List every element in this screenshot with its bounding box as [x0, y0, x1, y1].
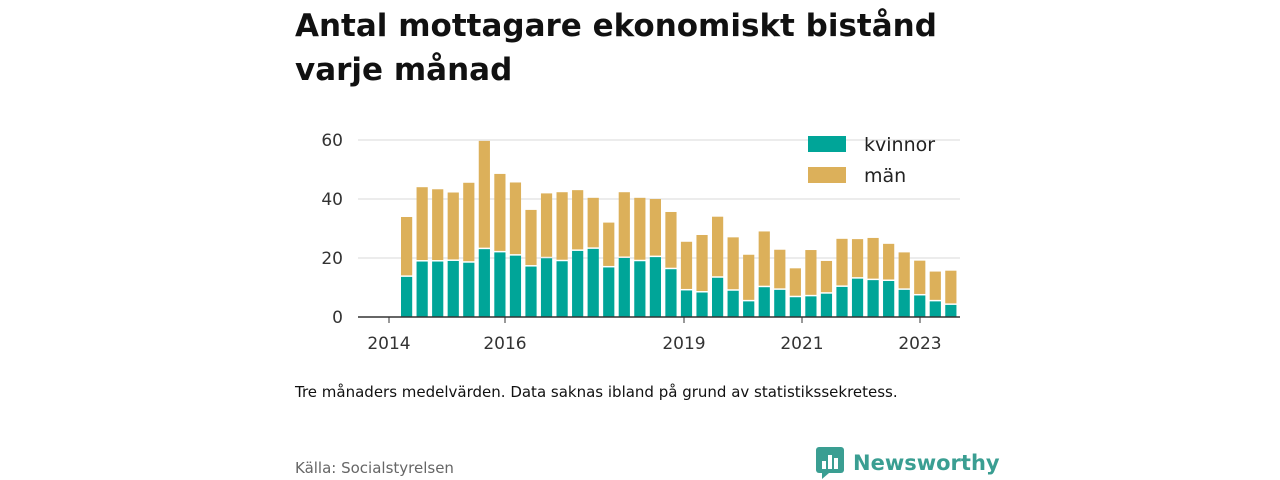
bar-man	[945, 270, 957, 304]
bar-man	[836, 238, 848, 286]
bar-kvinnor	[540, 258, 553, 317]
source-credit: Källa: Socialstyrelsen	[295, 459, 454, 477]
bar-man	[820, 260, 833, 293]
bar-kvinnor	[851, 278, 864, 317]
bar-man	[603, 222, 615, 266]
bar-man	[743, 254, 755, 300]
bar-man	[649, 199, 661, 256]
bar-man	[494, 173, 506, 251]
bar-kvinnor	[556, 261, 568, 317]
bar-kvinnor	[525, 266, 537, 317]
bar-man	[478, 140, 490, 248]
bar-kvinnor	[572, 250, 584, 317]
bar-kvinnor	[914, 295, 926, 317]
bar-man	[401, 216, 413, 276]
bar-kvinnor	[929, 301, 941, 317]
bar-kvinnor	[820, 293, 833, 317]
bar-kvinnor	[883, 281, 895, 317]
x-tick-label: 2016	[483, 334, 526, 354]
bar-man	[463, 182, 475, 262]
bar-man	[898, 252, 910, 289]
bar-kvinnor	[634, 261, 646, 317]
legend-swatch	[808, 167, 846, 183]
x-tick-label: 2021	[780, 334, 823, 354]
bar-man	[789, 268, 801, 296]
y-tick-label: 40	[321, 190, 343, 210]
y-tick-label: 20	[321, 249, 343, 269]
bar-kvinnor	[494, 252, 506, 317]
bar-kvinnor	[432, 261, 444, 317]
bar-man	[712, 216, 724, 277]
bar-kvinnor	[805, 296, 817, 317]
bar-man	[665, 211, 677, 268]
bar-kvinnor	[463, 262, 475, 317]
bar-kvinnor	[649, 257, 661, 317]
bar-man	[883, 243, 895, 280]
chart-title: Antal mottagare ekonomiskt bistånd varje…	[295, 8, 937, 88]
bar-man	[680, 241, 693, 289]
x-tick-label: 2023	[898, 334, 941, 354]
bar-kvinnor	[836, 286, 848, 317]
bar-man	[587, 197, 599, 248]
bar-kvinnor	[478, 249, 490, 317]
bar-man	[805, 250, 817, 295]
x-tick-label: 2019	[662, 334, 705, 354]
bar-kvinnor	[727, 290, 739, 317]
bar-kvinnor	[789, 297, 801, 317]
bar-man	[509, 182, 522, 255]
bar-kvinnor	[680, 290, 693, 317]
bar-man	[758, 231, 770, 286]
bar-man	[727, 237, 739, 290]
bar-kvinnor	[618, 258, 630, 317]
legend-label: kvinnor	[864, 134, 935, 156]
bar-kvinnor	[587, 248, 599, 317]
bar-kvinnor	[712, 277, 724, 317]
bar-man	[929, 271, 941, 300]
bar-kvinnor	[743, 301, 755, 317]
x-tick-label: 2014	[367, 334, 410, 354]
stacked-bar-chart: 0 20 40 60 2014 2016 2019 2021 2023 kvinnor män	[321, 131, 960, 354]
bar-man	[432, 189, 444, 261]
bar-man	[572, 190, 584, 250]
brand-logo: Newsworthy	[815, 446, 1000, 480]
bar-kvinnor	[665, 269, 677, 317]
bar-kvinnor	[898, 289, 910, 317]
bar-man	[416, 187, 428, 261]
bar-man	[447, 192, 459, 260]
bar-man	[774, 249, 786, 289]
bar-man	[618, 192, 630, 257]
bar-man	[914, 260, 926, 294]
newsworthy-logo-icon	[816, 447, 844, 479]
bar-kvinnor	[509, 255, 522, 317]
bar-kvinnor	[416, 261, 428, 317]
bar-kvinnor	[696, 292, 708, 317]
y-tick-label: 60	[321, 131, 343, 151]
bar-man	[634, 197, 646, 260]
legend-label: män	[864, 165, 906, 187]
bar-kvinnor	[603, 267, 615, 317]
bar-kvinnor	[774, 289, 786, 317]
legend-swatch	[808, 136, 846, 152]
bar-kvinnor	[867, 280, 879, 317]
bar-kvinnor	[945, 304, 957, 317]
bar-man	[525, 209, 537, 266]
chart-note: Tre månaders medelvärden. Data saknas ib…	[295, 383, 898, 401]
bar-kvinnor	[447, 260, 459, 317]
bar-man	[867, 237, 879, 279]
bar-man	[851, 239, 864, 278]
bar-kvinnor	[401, 276, 413, 317]
brand-name: Newsworthy	[853, 451, 1000, 475]
bar-man	[696, 234, 708, 292]
bar-man	[556, 192, 568, 260]
bar-man	[540, 193, 553, 257]
y-tick-label: 0	[332, 308, 343, 328]
bar-kvinnor	[758, 287, 770, 317]
